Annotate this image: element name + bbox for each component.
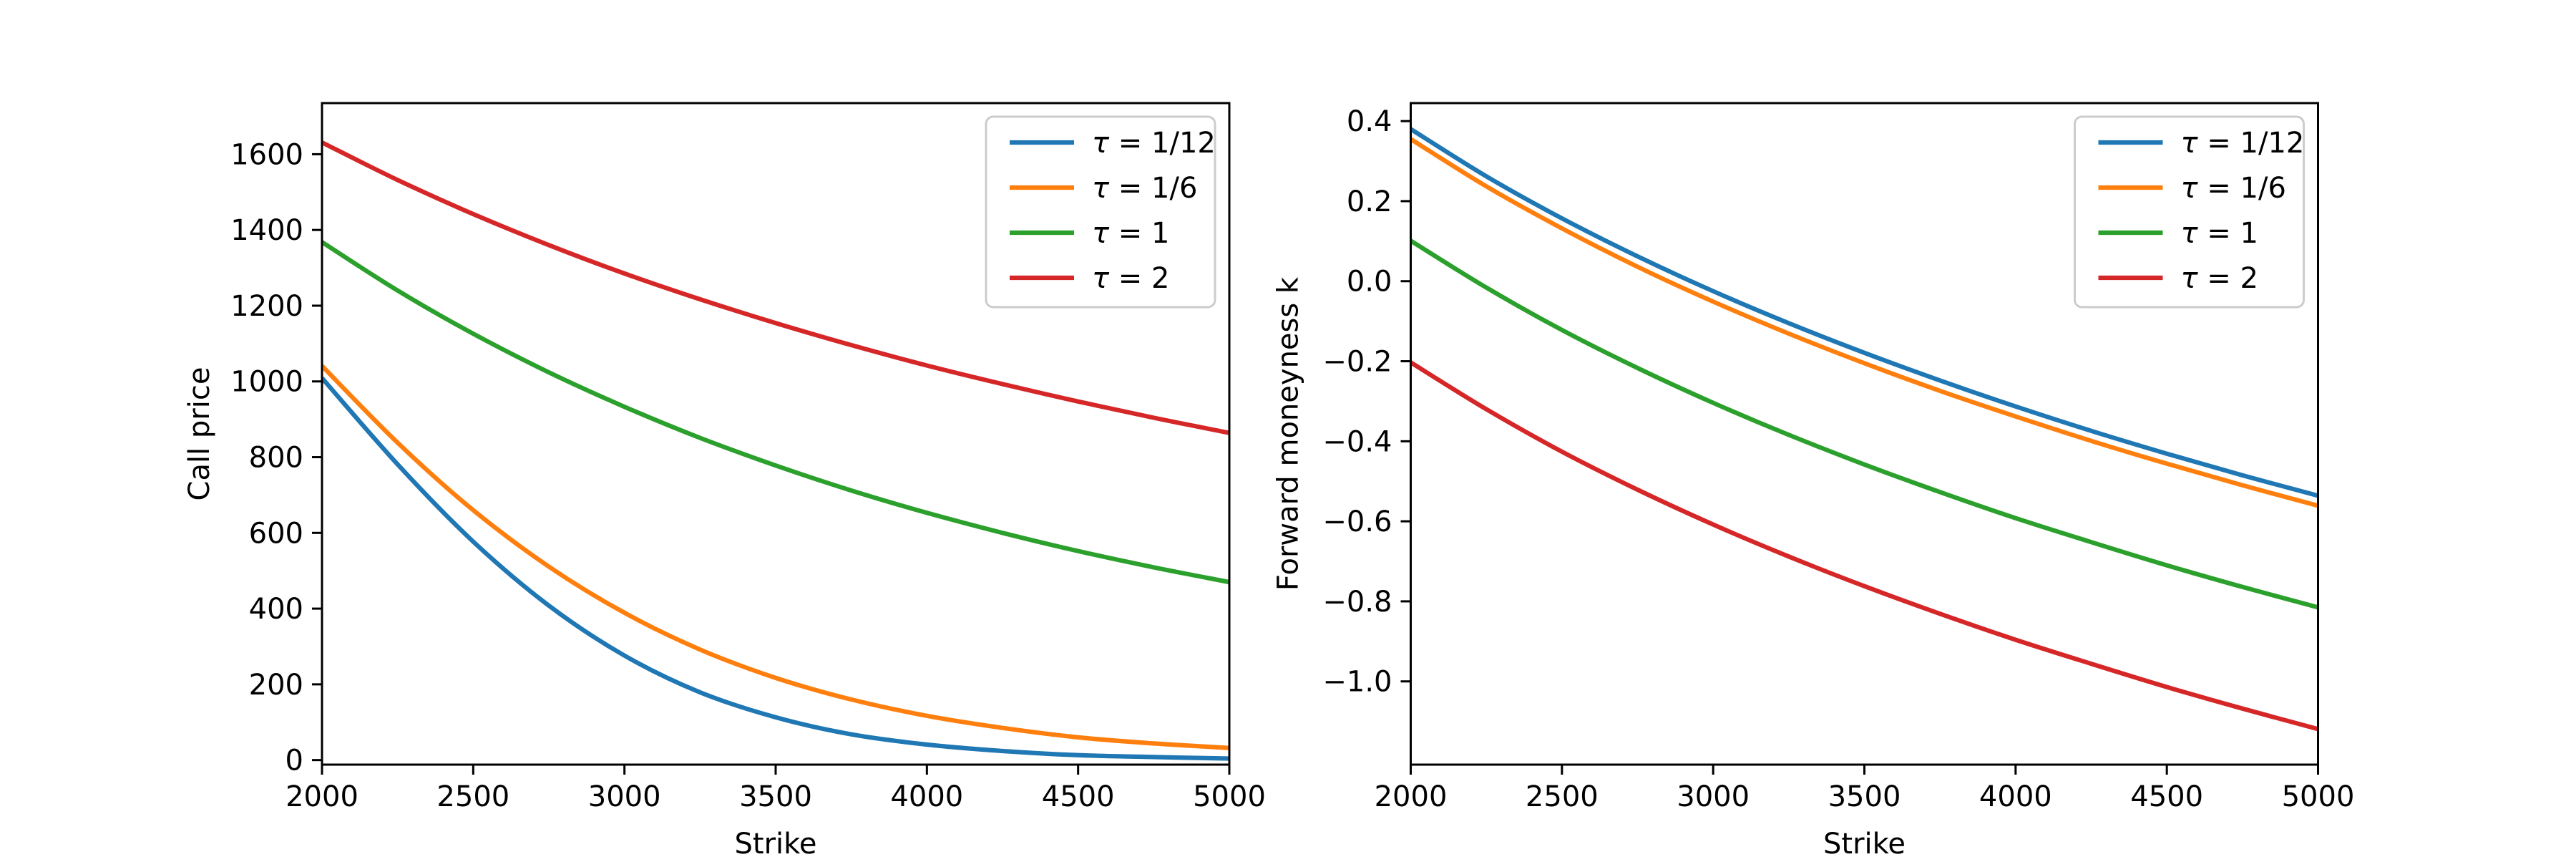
series-line-3: [322, 140, 1229, 435]
y-tick-label: 200: [249, 669, 303, 702]
y-tick-label: 0.0: [1347, 266, 1392, 299]
series-line-2: [322, 240, 1229, 585]
legend-box: [985, 115, 1216, 309]
y-tick-label: −0.8: [1322, 586, 1392, 619]
y-tick-label: 1600: [230, 138, 303, 171]
series-line-1: [1410, 137, 2318, 508]
x-tick-label: 4000: [1979, 780, 2052, 813]
x-tick-label: 3500: [1828, 780, 1901, 813]
series-line-1: [322, 364, 1229, 750]
x-tick-label: 4000: [890, 780, 963, 813]
legend-label-3: τ = 2: [1092, 262, 1170, 295]
legend-label-0: τ = 1/12: [1092, 127, 1216, 160]
x-tick-label: 3500: [739, 780, 812, 813]
y-tick-label: 0: [286, 745, 303, 778]
y-tick-label: 1400: [230, 214, 303, 247]
call-price-subplot: 2000 2500 3000 3500 4000 4500 5000 0 200 400 600 80…: [183, 102, 1266, 861]
x-tick-label: 2500: [436, 780, 509, 813]
y-tick-label: −0.2: [1322, 346, 1392, 379]
x-axis-label: Strike: [735, 828, 817, 859]
x-tick-label: 5000: [1193, 780, 1266, 813]
legend-box: [2074, 115, 2305, 309]
x-tick-label: 3000: [1677, 780, 1750, 813]
y-tick-label: 1200: [230, 290, 303, 323]
y-axis-label: Call price: [183, 367, 216, 501]
x-tick-label: 5000: [2282, 780, 2355, 813]
legend: τ = 1/12 τ = 1/6 τ = 1 τ = 2: [2074, 115, 2305, 309]
y-axis-label: Forward moneyness k: [1272, 276, 1305, 591]
y-tick-label: 0.2: [1347, 185, 1392, 218]
x-tick-label: 3000: [588, 780, 661, 813]
series-line-0: [322, 376, 1229, 761]
y-tick-label: 400: [249, 593, 303, 626]
x-tick-label: 2500: [1526, 780, 1599, 813]
y-tick-label: −0.4: [1322, 425, 1392, 458]
x-axis-label: Strike: [1823, 828, 1906, 859]
axes-frame: [321, 102, 1231, 766]
series-line-3: [1410, 360, 2318, 732]
x-tick-label: 4500: [2130, 780, 2203, 813]
y-tick-label: 600: [249, 517, 303, 550]
axes-frame: [1410, 102, 2319, 766]
y-tick-label: −1.0: [1322, 666, 1392, 699]
y-tick-label: 800: [249, 442, 303, 475]
x-tick-label: 2000: [1375, 780, 1448, 813]
forward-moneyness-subplot: 2000 2500 3000 3500 4000 4500 5000 −1.0 −0.8 −0.6…: [1272, 102, 2355, 861]
legend-label-3: τ = 2: [2181, 262, 2259, 295]
legend-label-2: τ = 1: [2181, 217, 2259, 250]
series-line-2: [1410, 238, 2318, 610]
legend-label-0: τ = 1/12: [2181, 127, 2305, 160]
y-tick-label: −0.6: [1322, 505, 1392, 538]
x-tick-label: 2000: [286, 780, 358, 813]
series-line-0: [1410, 127, 2318, 498]
y-tick-label: 0.4: [1347, 105, 1392, 138]
legend-label-2: τ = 1: [1092, 217, 1170, 250]
legend-label-1: τ = 1/6: [2181, 172, 2286, 205]
x-tick-label: 4500: [1042, 780, 1115, 813]
y-tick-label: 1000: [230, 366, 303, 399]
legend-label-1: τ = 1/6: [1092, 172, 1197, 205]
legend: τ = 1/12 τ = 1/6 τ = 1 τ = 2: [985, 115, 1216, 309]
